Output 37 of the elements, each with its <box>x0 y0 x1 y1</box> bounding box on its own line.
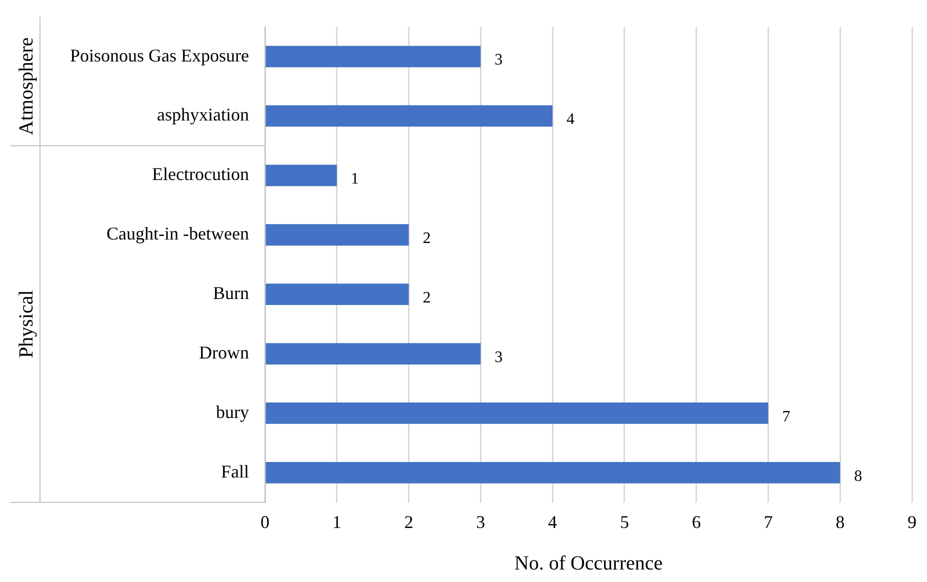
y-tick-label: asphyxiation <box>157 104 249 125</box>
data-label: 4 <box>566 111 575 128</box>
x-tick-label: 6 <box>692 512 701 532</box>
bar <box>266 224 409 246</box>
bar <box>266 164 337 186</box>
bar <box>266 462 840 484</box>
text: Atmosphere <box>15 37 38 136</box>
y-tick-label: Poisonous Gas Exposure <box>70 45 250 66</box>
x-tick-label: 3 <box>476 512 486 532</box>
data-label: 3 <box>494 52 503 69</box>
x-tick-label: 1 <box>332 512 342 532</box>
x-tick-label: 2 <box>404 512 414 532</box>
y-tick-label: Fall <box>220 461 249 482</box>
y-tick-label: Electrocution <box>152 164 249 184</box>
bar <box>266 284 409 306</box>
y-tick-label: Caught-in -between <box>106 224 249 244</box>
bar <box>266 343 481 364</box>
x-tick-label: 9 <box>908 512 916 532</box>
data-label: 2 <box>422 290 431 307</box>
data-label: 7 <box>782 408 790 426</box>
data-label: 8 <box>854 468 862 485</box>
bar <box>266 105 553 127</box>
data-label: 3 <box>494 348 503 366</box>
x-tick-label: 4 <box>548 512 558 532</box>
y-tick-label: Drown <box>199 342 249 363</box>
x-tick-label: 7 <box>764 512 773 532</box>
y-tick-label: Burn <box>213 283 249 304</box>
x-tick-label: 8 <box>836 512 845 532</box>
bar <box>266 402 768 424</box>
data-label: 1 <box>350 170 359 188</box>
x-axis-title: No. of Occurrence <box>514 552 663 574</box>
x-tick-label: 0 <box>260 512 270 532</box>
y-tick-label: bury <box>216 402 249 422</box>
bar <box>266 46 481 68</box>
text: Physical <box>15 290 38 358</box>
x-tick-label: 5 <box>620 512 629 532</box>
data-label: 2 <box>422 230 431 248</box>
